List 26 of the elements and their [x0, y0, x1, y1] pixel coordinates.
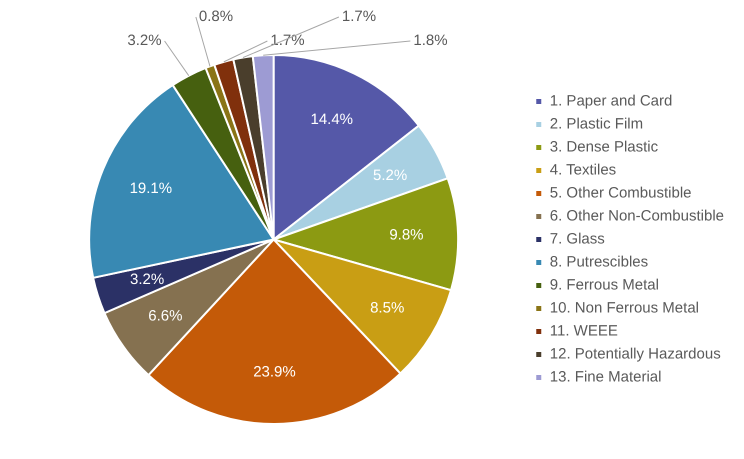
legend-label: 8. Putrescibles	[550, 254, 648, 271]
data-label: 6.6%	[148, 308, 182, 325]
data-label: 9.8%	[389, 226, 424, 244]
legend-label: 7. Glass	[550, 230, 605, 248]
data-label: 3.2%	[130, 271, 164, 288]
data-label: 8.5%	[370, 300, 404, 317]
data-label: 3.2%	[127, 32, 162, 50]
data-label: 1.8%	[413, 32, 448, 50]
legend-label: 6. Other Non-Combustible	[550, 208, 724, 225]
legend-label: 11. WEEE	[550, 322, 618, 340]
data-label: 14.4%	[310, 111, 354, 128]
legend-label: 13. Fine Material	[550, 368, 662, 386]
data-label: 1.7%	[342, 8, 376, 26]
data-label: 5.2%	[373, 166, 408, 184]
data-label: 0.8%	[198, 8, 234, 26]
legend-label: 3. Dense Plastic	[550, 138, 659, 156]
data-label: 1.7%	[270, 32, 305, 50]
legend-label: 10. Non Ferrous Metal	[550, 300, 699, 317]
legend-label: 2. Plastic Film	[550, 116, 644, 133]
data-label: 23.9%	[253, 363, 296, 380]
legend-label: 9. Ferrous Metal	[550, 276, 659, 294]
legend-label: 1. Paper and Card	[550, 92, 672, 110]
data-label: 19.1%	[130, 180, 172, 197]
legend-label: 5. Other Combustible	[550, 184, 692, 202]
legend-label: 4. Textiles	[550, 162, 616, 179]
legend-label: 12. Potentially Hazardous	[550, 346, 721, 363]
